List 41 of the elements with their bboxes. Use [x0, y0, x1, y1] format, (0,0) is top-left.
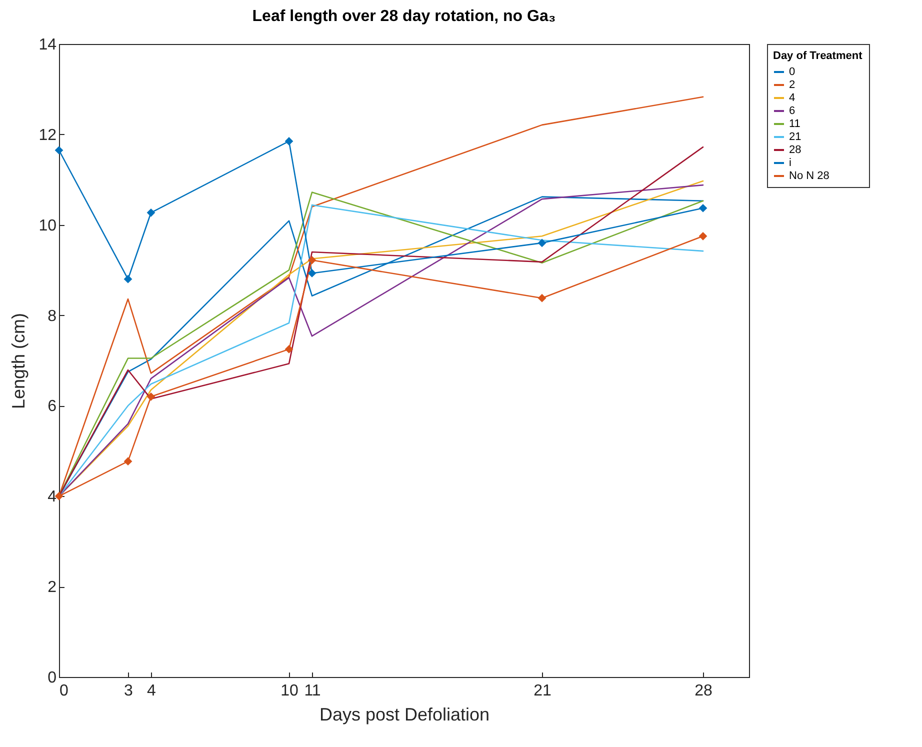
x-tick-label: 28	[694, 682, 712, 700]
point	[538, 238, 546, 248]
y-tick-label: 14	[38, 36, 57, 54]
point	[124, 457, 132, 466]
point	[308, 256, 316, 264]
legend-label: No N 28	[789, 170, 830, 182]
legend-label: 6	[789, 105, 796, 117]
x-tick-label: 21	[534, 682, 552, 700]
x-tick-label: 10	[280, 682, 298, 700]
point	[698, 204, 708, 212]
x-axis-title: Days post Defoliation	[319, 704, 490, 724]
x-tick-label: 0	[60, 682, 68, 700]
y-tick-label: 2	[48, 579, 57, 596]
point	[284, 137, 294, 146]
y-tick-label: 12	[38, 126, 57, 144]
point	[698, 232, 708, 240]
point	[308, 269, 316, 278]
legend-label: 21	[789, 131, 802, 143]
x-tick-label: 4	[147, 682, 156, 700]
legend-label: i	[789, 157, 792, 169]
legend-label: 0	[789, 66, 796, 78]
legend-label: 28	[789, 144, 802, 156]
point	[284, 345, 294, 354]
point	[146, 392, 156, 401]
y-tick-label: 10	[38, 217, 57, 234]
y-axis-title: Length (cm)	[8, 312, 29, 410]
legend-label: 2	[789, 79, 796, 91]
legend-label: 4	[789, 92, 796, 104]
point	[54, 146, 64, 154]
y-tick-label: 4	[48, 488, 57, 506]
point	[124, 274, 132, 284]
chart-title: Leaf length over 28 day rotation, no Ga₃	[252, 8, 556, 25]
x-tick-label: 11	[304, 682, 321, 700]
y-tick-label: 0	[48, 670, 57, 686]
point	[146, 208, 156, 217]
point	[538, 294, 546, 302]
y-tick-label: 6	[48, 398, 57, 416]
x-tick-label: 3	[124, 682, 134, 700]
legend-label: 11	[789, 118, 800, 130]
legend-title: Day of Treatment	[773, 50, 863, 62]
y-tick-label: 8	[48, 308, 57, 325]
